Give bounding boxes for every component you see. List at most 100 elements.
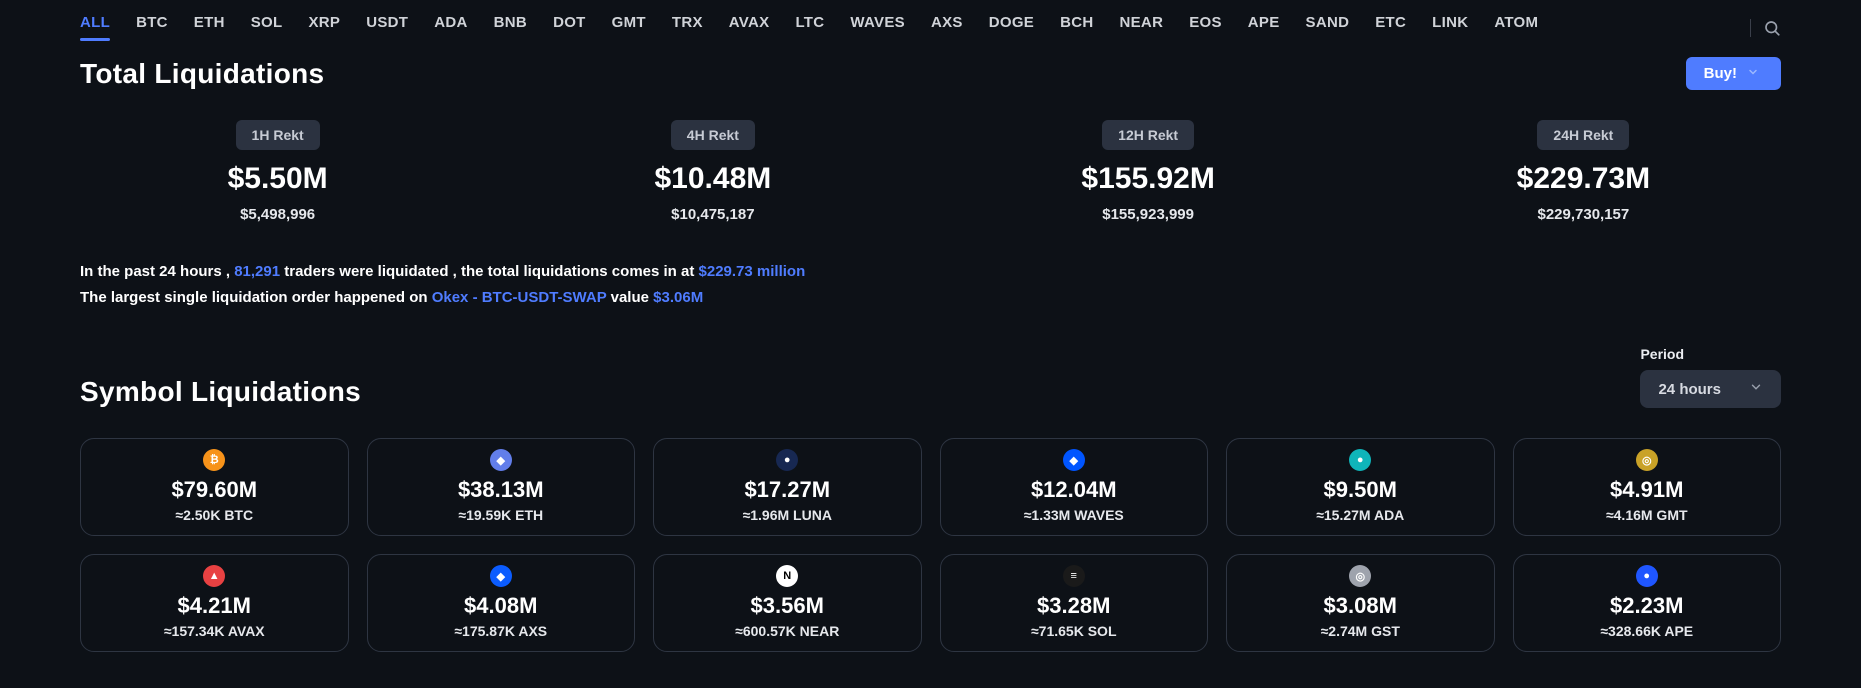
coin-tab-ltc[interactable]: LTC (795, 14, 824, 41)
rekt-chip: 24H Rekt (1537, 120, 1629, 150)
total-col: 1H Rekt$5.50M$5,498,996 (80, 120, 475, 223)
coin-tab-trx[interactable]: TRX (672, 14, 703, 41)
coin-tab-etc[interactable]: ETC (1375, 14, 1406, 41)
coin-tab-all[interactable]: ALL (80, 14, 110, 41)
summary-mid-1: traders were liquidated , the total liqu… (280, 263, 698, 280)
coin-icon: ₿ (203, 449, 225, 471)
symbol-amount: $38.13M (378, 477, 625, 503)
coin-tab-avax[interactable]: AVAX (729, 14, 770, 41)
coin-tab-bnb[interactable]: BNB (494, 14, 527, 41)
symbol-card[interactable]: ≡ $3.28M ≈71.65K SOL (940, 554, 1209, 652)
total-col: 4H Rekt $10.48M $10,475,187 (515, 120, 910, 223)
symbol-card[interactable]: N$3.56M≈600.57K NEAR (653, 554, 922, 652)
buy-button[interactable]: Buy! (1686, 57, 1781, 90)
symbol-amount: $4.08M (378, 593, 625, 619)
summary-line-2: The largest single liquidation order hap… (80, 285, 1781, 311)
rekt-chip: 1H Rekt (236, 120, 320, 150)
symbol-card[interactable]: ▲$4.21M≈157.34K AVAX (80, 554, 349, 652)
coin-icon: ● (776, 449, 798, 471)
coin-icon: ◆ (490, 565, 512, 587)
coin-icon: ● (1636, 565, 1658, 587)
coin-tab-link[interactable]: LINK (1432, 14, 1468, 41)
coin-tab-usdt[interactable]: USDT (366, 14, 408, 41)
symbol-card[interactable]: ● $17.27M ≈1.96M LUNA (653, 438, 922, 536)
coin-icon: ◆ (1063, 449, 1085, 471)
coin-icon: ◎ (1636, 449, 1658, 471)
symbol-amount: $3.08M (1237, 593, 1484, 619)
total-value: $155.92M (951, 162, 1346, 196)
coin-icon: ● (1349, 449, 1371, 471)
symbol-card[interactable]: ₿$79.60M≈2.50K BTC (80, 438, 349, 536)
symbol-approx: ≈328.66K APE (1524, 623, 1771, 639)
coin-icon: ◎ (1349, 565, 1371, 587)
symbol-approx: ≈175.87K AXS (378, 623, 625, 639)
tab-bar-tail (1750, 19, 1781, 37)
symbol-card[interactable]: ◎ $4.91M ≈4.16M GMT (1513, 438, 1782, 536)
summary-line-1: In the past 24 hours , 81,291 traders we… (80, 259, 1781, 285)
symbol-approx: ≈157.34K AVAX (91, 623, 338, 639)
coin-tab-bch[interactable]: BCH (1060, 14, 1093, 41)
coin-tab-xrp[interactable]: XRP (308, 14, 340, 41)
symbol-approx: ≈1.96M LUNA (664, 507, 911, 523)
coin-icon: ≡ (1063, 565, 1085, 587)
coin-tab-eth[interactable]: ETH (194, 14, 225, 41)
coin-tab-btc[interactable]: BTC (136, 14, 168, 41)
period-wrap: Period 24 hours (1640, 346, 1781, 408)
period-label: Period (1640, 346, 1781, 362)
summary-block: In the past 24 hours , 81,291 traders we… (80, 259, 1781, 310)
coin-tab-eos[interactable]: EOS (1189, 14, 1222, 41)
coin-tab-doge[interactable]: DOGE (989, 14, 1034, 41)
coin-tab-axs[interactable]: AXS (931, 14, 963, 41)
chevron-down-icon (1749, 380, 1763, 398)
coin-icon: ◆ (490, 449, 512, 471)
search-icon[interactable] (1763, 19, 1781, 37)
symbol-amount: $3.56M (664, 593, 911, 619)
summary-mid-2: value (606, 289, 653, 306)
total-value: $5.50M (80, 162, 475, 196)
coin-tab-ape[interactable]: APE (1248, 14, 1280, 41)
total-col: 12H Rekt$155.92M$155,923,999 (951, 120, 1346, 223)
rekt-chip: 4H Rekt (671, 120, 755, 150)
summary-pre-2: The largest single liquidation order hap… (80, 289, 432, 306)
coin-tab-sand[interactable]: SAND (1306, 14, 1350, 41)
symbol-amount: $12.04M (951, 477, 1198, 503)
symbol-approx: ≈4.16M GMT (1524, 507, 1771, 523)
symbol-card[interactable]: ◎ $3.08M ≈2.74M GST (1226, 554, 1495, 652)
symbol-card[interactable]: ●$2.23M≈328.66K APE (1513, 554, 1782, 652)
coin-icon: N (776, 565, 798, 587)
coin-tab-atom[interactable]: ATOM (1494, 14, 1538, 41)
coin-tab-near[interactable]: NEAR (1120, 14, 1164, 41)
symbol-amount: $4.91M (1524, 477, 1771, 503)
buy-button-label: Buy! (1704, 65, 1737, 82)
period-select[interactable]: 24 hours (1640, 370, 1781, 408)
symbol-approx: ≈71.65K SOL (951, 623, 1198, 639)
total-liq-title: Total Liquidations (80, 58, 324, 90)
total-sub: $229,730,157 (1386, 206, 1781, 223)
symbol-approx: ≈2.50K BTC (91, 507, 338, 523)
coin-tab-sol[interactable]: SOL (251, 14, 283, 41)
coin-tab-dot[interactable]: DOT (553, 14, 586, 41)
summary-exchange-pair: Okex - BTC-USDT-SWAP (432, 289, 607, 306)
coin-tab-gmt[interactable]: GMT (612, 14, 646, 41)
summary-pre-1: In the past 24 hours , (80, 263, 234, 280)
totals-row: 1H Rekt$5.50M$5,498,9964H Rekt$10.48M$10… (80, 120, 1781, 223)
symbol-amount: $9.50M (1237, 477, 1484, 503)
symbol-card[interactable]: ●$9.50M≈15.27M ADA (1226, 438, 1495, 536)
symbol-amount: $4.21M (91, 593, 338, 619)
symbol-amount: $17.27M (664, 477, 911, 503)
period-selected-value: 24 hours (1658, 381, 1721, 398)
symbol-approx: ≈19.59K ETH (378, 507, 625, 523)
coin-tab-waves[interactable]: WAVES (850, 14, 905, 41)
symbol-card[interactable]: ◆ $38.13M ≈19.59K ETH (367, 438, 636, 536)
total-sub: $10,475,187 (515, 206, 910, 223)
tab-divider (1750, 19, 1751, 37)
symbol-card[interactable]: ◆$12.04M≈1.33M WAVES (940, 438, 1209, 536)
coin-tab-ada[interactable]: ADA (434, 14, 467, 41)
chevron-down-icon (1747, 65, 1759, 82)
total-value: $10.48M (515, 162, 910, 196)
symbol-card[interactable]: ◆ $4.08M ≈175.87K AXS (367, 554, 636, 652)
coin-tab-bar: ALL BTC ETH SOL XRP USDT ADA BNB DOT GMT TRX AVAX LT… (80, 0, 1781, 47)
symbol-amount: $3.28M (951, 593, 1198, 619)
symbol-approx: ≈2.74M GST (1237, 623, 1484, 639)
symbol-grid: ₿$79.60M≈2.50K BTC ◆ $38.13M ≈19.59K ETH ● $1… (80, 438, 1781, 652)
